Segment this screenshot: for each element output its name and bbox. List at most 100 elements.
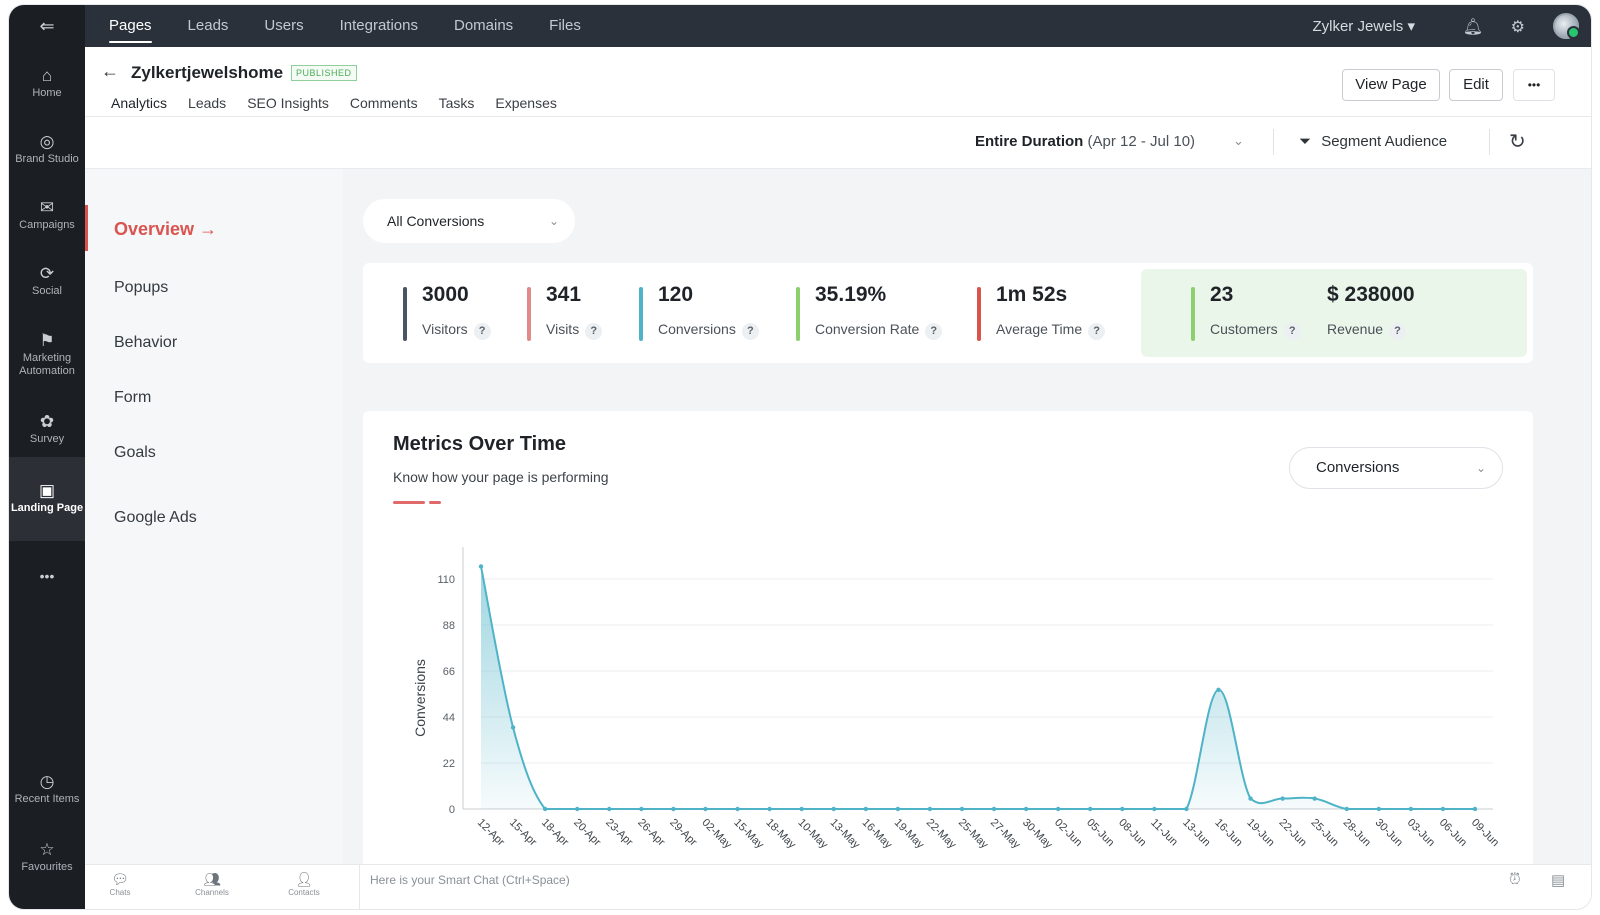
help-icon[interactable]: ? [473, 323, 491, 340]
gear-icon[interactable]: ⚙ [1510, 19, 1525, 36]
segment-label: Segment Audience [1321, 133, 1448, 150]
conversions-filter-select[interactable]: All Conversions ⌄ [363, 199, 575, 243]
home-icon: ⌂ [41, 65, 53, 85]
x-tick-label: 23-Apr [603, 817, 635, 849]
x-tick-label: 28-Jun [1341, 817, 1373, 849]
tab-comments[interactable]: Comments [349, 95, 418, 111]
filter-icon: ⏷ [1299, 133, 1312, 150]
page-header: ← Zylkertjewelshome PUBLISHED Analytics L… [85, 47, 1591, 119]
recent-items-button[interactable]: ◷ Recent Items [9, 765, 85, 815]
tab-expenses[interactable]: Expenses [495, 95, 557, 111]
chevron-down-icon: ⌄ [548, 214, 559, 228]
x-tick-label: 18-Apr [539, 817, 571, 849]
duration-selector[interactable]: Entire Duration (Apr 12 - Jul 10) [975, 133, 1195, 150]
reminder-icon[interactable]: ▤ [1551, 872, 1566, 889]
rail-item-home[interactable]: ⌂ Home [9, 55, 85, 113]
data-point [1152, 806, 1157, 812]
customer-stats-highlight [1141, 269, 1527, 357]
help-icon[interactable]: ? [585, 323, 603, 340]
nav-item-files[interactable]: Files [549, 17, 581, 34]
stat-label: Conversion Rate [815, 321, 920, 337]
stat-color-bar [977, 287, 981, 341]
stat-label: Revenue [1327, 321, 1384, 337]
help-icon[interactable]: ? [1283, 323, 1301, 340]
data-point [1055, 806, 1061, 812]
data-point [1408, 806, 1414, 812]
nav-item-integrations[interactable]: Integrations [339, 17, 418, 34]
y-tick-label: 110 [437, 574, 455, 586]
bell-icon[interactable]: 🔔︎ [1462, 19, 1483, 36]
contacts-label: Contacts [288, 888, 320, 897]
collapse-menu-icon[interactable]: ⇐ [39, 15, 55, 36]
rail-item-label: Home [32, 86, 62, 99]
data-point [1344, 806, 1349, 812]
help-icon[interactable]: ? [741, 323, 759, 340]
more-options-button[interactable]: ••• [1513, 69, 1555, 101]
segment-audience-button[interactable]: ⏷ Segment Audience [1299, 133, 1447, 150]
page-tabs: Analytics Leads SEO Insights Comments Tasks E… [111, 95, 578, 119]
avatar[interactable] [1553, 13, 1580, 39]
menu-item-behavior[interactable]: Behavior [114, 334, 178, 351]
org-switcher[interactable]: Zylker Jewels ▾ [1312, 18, 1415, 35]
menu-item-goals[interactable]: Goals [114, 444, 156, 461]
menu-item-google-ads[interactable]: Google Ads [114, 509, 197, 526]
rail-item-survey[interactable]: ✿ Survey [9, 401, 85, 459]
chevron-down-icon[interactable]: ⌄ [1233, 133, 1244, 148]
favourites-button[interactable]: ☆ Favourites [9, 833, 85, 883]
alarm-icon[interactable]: ⏰︎ [1509, 871, 1521, 888]
menu-item-popups[interactable]: Popups [114, 279, 169, 296]
data-point [991, 806, 997, 812]
help-icon[interactable]: ? [1389, 323, 1407, 340]
x-tick-label: 22-Jun [1276, 817, 1308, 849]
data-point [510, 725, 516, 730]
star-icon: ☆ [39, 839, 55, 859]
nav-item-users[interactable]: Users [264, 17, 304, 34]
tab-analytics[interactable]: Analytics [111, 95, 168, 119]
stat-value: $ 238000 [1327, 283, 1415, 306]
contacts-button[interactable]: 👤︎ Contacts [279, 871, 329, 897]
recent-items-label: Recent Items [14, 792, 80, 805]
tab-seo-insights[interactable]: SEO Insights [247, 95, 329, 111]
x-tick-label: 27-May [988, 817, 1023, 852]
megaphone-icon: ✉ [39, 197, 55, 217]
rail-item-campaigns[interactable]: ✉ Campaigns [9, 187, 85, 245]
data-point [863, 806, 868, 812]
tab-leads[interactable]: Leads [188, 95, 227, 111]
rail-item-landing-page[interactable]: ▣ Landing Page [9, 457, 85, 541]
nav-item-leads[interactable]: Leads [187, 17, 229, 34]
nav-item-pages[interactable]: Pages [109, 5, 152, 47]
metrics-card: Metrics Over Time Know how your page is … [363, 411, 1533, 871]
refresh-icon[interactable]: ↻ [1509, 131, 1526, 153]
y-tick-label: 44 [443, 712, 455, 724]
rail-item-brand-studio[interactable]: ◎ Brand Studio [9, 121, 85, 179]
more-apps-button[interactable]: ••• [39, 567, 55, 584]
menu-item-form[interactable]: Form [114, 389, 152, 406]
nav-item-domains[interactable]: Domains [453, 17, 514, 34]
rail-item-social[interactable]: ⟳ Social [9, 253, 85, 311]
y-tick-label: 88 [443, 620, 455, 632]
tab-tasks[interactable]: Tasks [438, 95, 475, 111]
x-tick-label: 22-May [924, 817, 959, 852]
view-page-button[interactable]: View Page [1342, 69, 1440, 101]
chats-button[interactable]: 💬︎ Chats [95, 871, 145, 897]
clock-icon: ◷ [39, 771, 55, 791]
x-tick-label: 30-May [1020, 817, 1055, 852]
automation-icon: ⚑ [39, 331, 55, 350]
smart-chat-input[interactable]: Here is your Smart Chat (Ctrl+Space) [359, 865, 1499, 909]
channels-label: Channels [195, 888, 229, 897]
data-point [671, 806, 676, 812]
rail-item-marketing-automation[interactable]: ⚑ Marketing Automation [9, 323, 85, 389]
stat-label: Conversions [658, 321, 736, 337]
x-tick-label: 13-Jun [1180, 817, 1212, 849]
help-icon[interactable]: ? [1088, 323, 1106, 340]
edit-button[interactable]: Edit [1449, 69, 1503, 101]
rail-item-label: Brand Studio [15, 152, 79, 165]
help-icon[interactable]: ? [925, 323, 943, 340]
data-point [1472, 806, 1478, 812]
data-point [542, 806, 548, 812]
channels-button[interactable]: 👥︎ Channels [187, 871, 237, 897]
conversions-filter-value: All Conversions [387, 213, 485, 229]
menu-item-overview[interactable]: Overview → [114, 219, 218, 239]
metric-select[interactable]: Conversions ⌄ [1289, 447, 1503, 489]
back-arrow-icon[interactable]: ← [101, 61, 119, 81]
